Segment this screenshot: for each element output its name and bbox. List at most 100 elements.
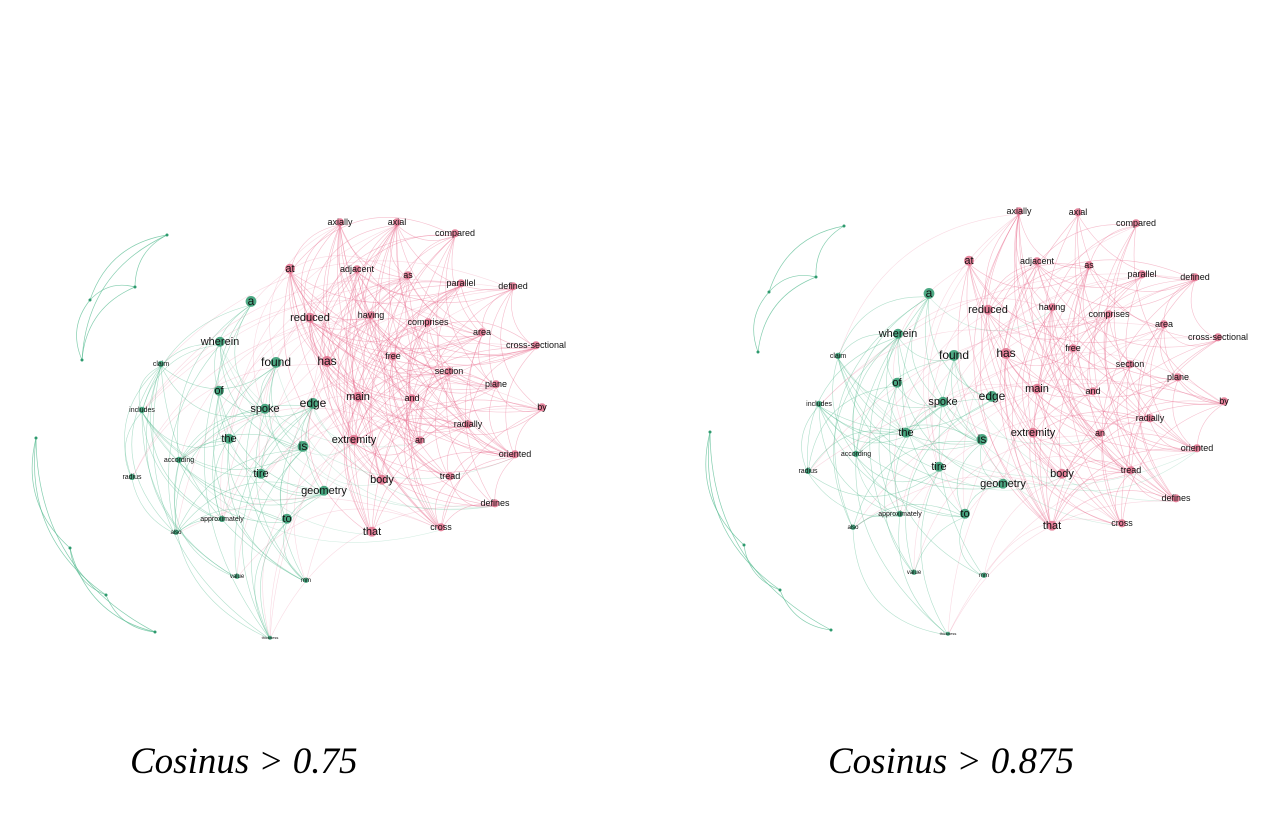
graph-edge: [141, 411, 262, 478]
graph-edge: [289, 271, 516, 458]
graph-edge: [370, 235, 456, 484]
node-dot: [307, 398, 319, 409]
graph-edge: [807, 430, 907, 474]
graph-edge: [260, 383, 497, 478]
graph-edge: [269, 505, 496, 640]
node-dot: [436, 523, 446, 532]
graph-edge: [852, 475, 1123, 530]
node-dot: [1192, 444, 1202, 453]
node-label: defines: [1161, 493, 1191, 503]
node-dot: [1126, 466, 1136, 475]
node-dot: [388, 352, 398, 361]
graph-edge: [897, 336, 983, 444]
graph-edge: [303, 224, 341, 366]
graph-edge: [371, 347, 537, 536]
graph-edge: [160, 344, 221, 367]
graph-edge: [855, 455, 901, 517]
graph-edge: [467, 347, 537, 428]
graph-edge: [246, 365, 307, 583]
graph-edge: [339, 224, 497, 388]
graph-edge: [326, 277, 409, 366]
graph-edge: [89, 284, 136, 301]
graph-edge: [884, 435, 915, 575]
graph-edge: [339, 224, 483, 336]
graph-edge: [407, 277, 537, 349]
graph-edge: [1018, 213, 1090, 269]
graph-edge: [262, 442, 355, 640]
node-label: comprises: [407, 317, 449, 327]
graph-edge: [141, 300, 483, 413]
graph-edge: [346, 399, 373, 536]
node-label: has: [996, 346, 1015, 360]
graph-edge: [1051, 225, 1137, 311]
node-label: plane: [1167, 372, 1189, 382]
graph-edge: [178, 441, 230, 463]
graph-edge: [807, 385, 898, 474]
node-dot: [1028, 427, 1038, 438]
graph-edge: [301, 224, 341, 322]
graph-edge: [407, 277, 516, 458]
graph-edge: [495, 386, 543, 412]
node-label: thickness: [940, 631, 957, 636]
node-dot: [352, 265, 362, 274]
graph-edge: [234, 304, 266, 413]
node-dot: [260, 403, 270, 414]
graph-edge: [896, 385, 944, 407]
graph-edge: [353, 442, 451, 486]
graph-edge: [1036, 224, 1137, 265]
graph-edge: [312, 277, 409, 408]
graph-edge: [371, 426, 469, 536]
graph-edge: [177, 304, 252, 463]
node-dot: [218, 515, 226, 523]
graph-node: approximately: [200, 515, 244, 523]
node-dot: [1084, 261, 1094, 270]
node-dot: [508, 282, 518, 291]
graph-edge: [175, 277, 409, 535]
graph-edge: [1036, 263, 1196, 308]
graph-edge: [467, 426, 516, 458]
graph-node: value: [230, 573, 245, 580]
graph-edge: [264, 375, 543, 413]
graph-edge: [938, 469, 1063, 491]
node-label: section: [435, 366, 464, 376]
graph-edge: [440, 456, 516, 531]
graph-edge: [1046, 366, 1131, 530]
graph-edge: [419, 288, 514, 444]
graph-edge: [326, 224, 421, 444]
graph-edge: [1073, 267, 1094, 395]
node-dot: [1173, 373, 1183, 382]
graph-edge: [356, 271, 537, 355]
graph-edge: [1005, 356, 1132, 474]
node-dot: [1137, 270, 1147, 279]
graph-edge: [1003, 263, 1063, 478]
graph-node: [153, 630, 157, 634]
graph-edge: [160, 365, 266, 417]
graph-edge: [818, 405, 966, 518]
graph-edge: [966, 263, 1063, 478]
edge-layer: [31, 217, 543, 640]
graph-node: thickness: [940, 631, 957, 636]
node-label: includes: [129, 407, 155, 414]
node-label: radius: [798, 468, 818, 475]
graph-node: wherein: [878, 328, 918, 340]
graph-edge: [852, 514, 901, 530]
graph-edge: [1031, 263, 1094, 395]
graph-edge: [141, 411, 238, 579]
graph-node: geometry: [980, 478, 1026, 490]
graph-edge: [411, 373, 450, 531]
graph-node: defines: [480, 498, 510, 508]
graph-node: an: [415, 435, 425, 445]
graph-edge: [362, 317, 442, 531]
node-label: and: [1085, 386, 1100, 396]
graph-node: tread: [440, 471, 461, 481]
node-dot: [128, 473, 136, 481]
graph-node: [34, 436, 38, 440]
graph-node: of: [214, 385, 225, 397]
graph-edge: [415, 373, 450, 444]
graph-edge: [987, 259, 1196, 314]
graph-edge: [339, 224, 409, 279]
graph-edge: [1072, 350, 1131, 370]
node-layer: axially axial compared at adjacent as parallel…: [708, 206, 1248, 636]
node-dot: [403, 271, 413, 280]
graph-node: compared: [1116, 218, 1156, 228]
